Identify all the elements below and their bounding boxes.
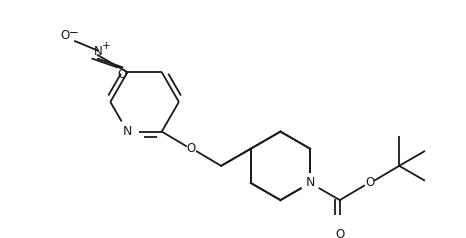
Text: N: N: [94, 45, 102, 58]
Text: N: N: [123, 125, 132, 138]
Text: O: O: [118, 68, 127, 81]
Text: N: N: [305, 177, 315, 189]
Text: O: O: [365, 177, 374, 189]
Text: O: O: [187, 142, 196, 155]
Text: O: O: [335, 228, 344, 238]
Text: +: +: [102, 41, 110, 51]
Text: −: −: [69, 26, 79, 39]
Text: O: O: [61, 29, 70, 42]
